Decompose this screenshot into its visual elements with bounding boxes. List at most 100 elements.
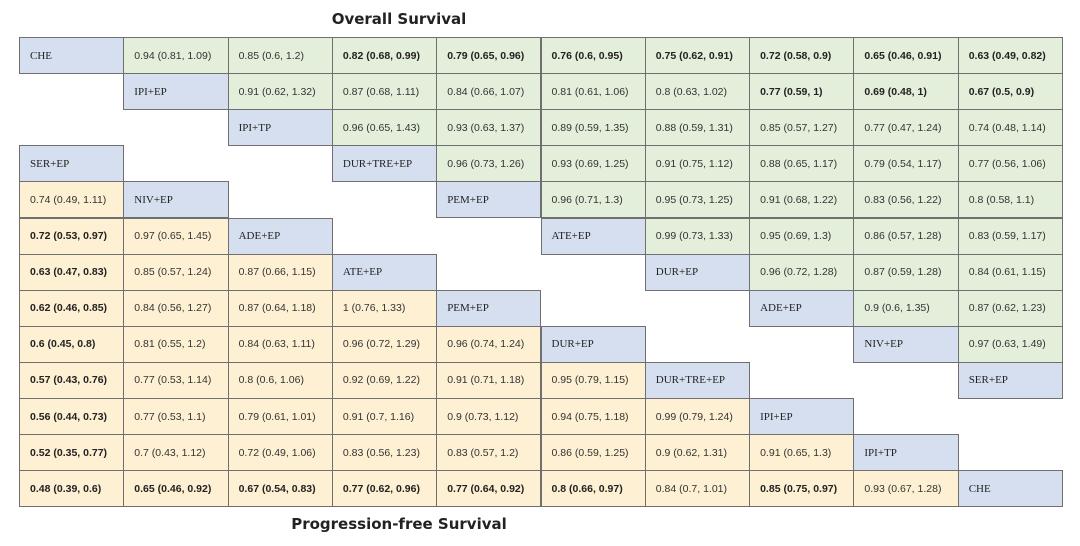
pfs-value-cell: 1 (0.76, 1.33) xyxy=(331,289,438,327)
os-diagonal-cell: IPI+EP xyxy=(123,73,229,111)
os-value-cell: 0.83 (0.56, 1.22) xyxy=(853,181,959,219)
os-value-cell: 0.76 (0.6, 0.95) xyxy=(540,37,646,75)
os-value-cell: 0.63 (0.49, 0.82) xyxy=(957,37,1063,75)
os-diagonal-cell: ADE+EP xyxy=(749,289,855,327)
os-value-cell: 0.85 (0.6, 1.2) xyxy=(227,37,333,75)
pfs-value-cell: 0.83 (0.57, 1.2) xyxy=(436,434,542,472)
pfs-value-cell: 0.63 (0.47, 0.83) xyxy=(19,253,125,291)
pfs-value-cell: 0.91 (0.7, 1.16) xyxy=(331,398,438,436)
os-value-cell: 0.77 (0.56, 1.06) xyxy=(957,145,1063,183)
pfs-value-cell: 0.48 (0.39, 0.6) xyxy=(19,470,125,508)
pfs-diagonal-cell: SER+EP xyxy=(19,145,125,183)
os-value-cell: 0.95 (0.69, 1.3) xyxy=(749,217,855,255)
pfs-value-cell: 0.74 (0.49, 1.11) xyxy=(19,181,125,219)
pfs-value-cell: 0.52 (0.35, 0.77) xyxy=(19,434,125,472)
os-value-cell: 0.81 (0.61, 1.06) xyxy=(540,73,646,111)
os-value-cell: 0.87 (0.68, 1.11) xyxy=(331,73,438,111)
os-value-cell: 0.96 (0.73, 1.26) xyxy=(436,145,542,183)
os-diagonal-cell: DUR+TRE+EP xyxy=(331,145,438,183)
os-diagonal-cell: CHE xyxy=(19,37,125,75)
os-value-cell: 0.79 (0.54, 1.17) xyxy=(853,145,959,183)
os-value-cell: 0.93 (0.63, 1.37) xyxy=(436,109,542,147)
pfs-value-cell: 0.93 (0.67, 1.28) xyxy=(853,470,959,508)
pfs-diagonal-cell: PEM+EP xyxy=(436,289,542,327)
os-value-cell: 0.91 (0.62, 1.32) xyxy=(227,73,333,111)
pfs-value-cell: 0.57 (0.43, 0.76) xyxy=(19,361,125,399)
progression-free-survival-title: Progression-free Survival xyxy=(291,515,507,533)
os-diagonal-cell: IPI+TP xyxy=(227,109,333,147)
pfs-value-cell: 0.8 (0.66, 0.97) xyxy=(540,470,646,508)
os-value-cell: 0.65 (0.46, 0.91) xyxy=(853,37,959,75)
pfs-value-cell: 0.9 (0.62, 1.31) xyxy=(644,434,751,472)
pfs-value-cell: 0.85 (0.57, 1.24) xyxy=(123,253,229,291)
os-diagonal-cell: SER+EP xyxy=(957,361,1063,399)
os-value-cell: 0.8 (0.63, 1.02) xyxy=(644,73,751,111)
os-value-cell: 0.84 (0.66, 1.07) xyxy=(436,73,542,111)
os-value-cell: 0.88 (0.59, 1.31) xyxy=(644,109,751,147)
pfs-value-cell: 0.77 (0.62, 0.96) xyxy=(331,470,438,508)
os-value-cell: 0.96 (0.65, 1.43) xyxy=(331,109,438,147)
os-value-cell: 0.8 (0.58, 1.1) xyxy=(957,181,1063,219)
os-value-cell: 0.86 (0.57, 1.28) xyxy=(853,217,959,255)
os-value-cell: 0.77 (0.59, 1) xyxy=(749,73,855,111)
pfs-diagonal-cell: IPI+EP xyxy=(749,398,855,436)
overall-survival-title: Overall Survival xyxy=(331,10,467,28)
pfs-value-cell: 0.87 (0.66, 1.15) xyxy=(227,253,333,291)
os-value-cell: 0.96 (0.72, 1.28) xyxy=(749,253,855,291)
os-value-cell: 0.72 (0.58, 0.9) xyxy=(749,37,855,75)
os-value-cell: 0.75 (0.62, 0.91) xyxy=(644,37,751,75)
os-value-cell: 0.77 (0.47, 1.24) xyxy=(853,109,959,147)
pfs-diagonal-cell: ADE+EP xyxy=(227,217,333,255)
pfs-value-cell: 0.86 (0.59, 1.25) xyxy=(540,434,646,472)
pfs-value-cell: 0.84 (0.7, 1.01) xyxy=(644,470,751,508)
os-value-cell: 0.99 (0.73, 1.33) xyxy=(644,217,751,255)
pfs-diagonal-cell: IPI+TP xyxy=(853,434,959,472)
pfs-value-cell: 0.77 (0.53, 1.14) xyxy=(123,361,229,399)
os-diagonal-cell: DUR+EP xyxy=(644,253,751,291)
os-value-cell: 0.74 (0.48, 1.14) xyxy=(957,109,1063,147)
pfs-value-cell: 0.95 (0.79, 1.15) xyxy=(540,361,646,399)
os-value-cell: 0.69 (0.48, 1) xyxy=(853,73,959,111)
os-diagonal-cell: PEM+EP xyxy=(436,181,542,219)
pfs-value-cell: 0.56 (0.44, 0.73) xyxy=(19,398,125,436)
pfs-value-cell: 0.6 (0.45, 0.8) xyxy=(19,325,125,363)
os-value-cell: 0.85 (0.57, 1.27) xyxy=(749,109,855,147)
pfs-diagonal-cell: CHE xyxy=(957,470,1063,508)
pfs-value-cell: 0.67 (0.54, 0.83) xyxy=(227,470,333,508)
os-value-cell: 0.95 (0.73, 1.25) xyxy=(644,181,751,219)
pfs-value-cell: 0.72 (0.53, 0.97) xyxy=(19,217,125,255)
pfs-value-cell: 0.77 (0.53, 1.1) xyxy=(123,398,229,436)
pfs-value-cell: 0.99 (0.79, 1.24) xyxy=(644,398,751,436)
pfs-value-cell: 0.91 (0.65, 1.3) xyxy=(749,434,855,472)
os-value-cell: 0.82 (0.68, 0.99) xyxy=(331,37,438,75)
pfs-diagonal-cell: DUR+TRE+EP xyxy=(644,361,751,399)
pfs-value-cell: 0.91 (0.71, 1.18) xyxy=(436,361,542,399)
pfs-value-cell: 0.65 (0.46, 0.92) xyxy=(123,470,229,508)
os-value-cell: 0.91 (0.68, 1.22) xyxy=(749,181,855,219)
os-value-cell: 0.83 (0.59, 1.17) xyxy=(957,217,1063,255)
pfs-diagonal-cell: NIV+EP xyxy=(123,181,229,219)
os-value-cell: 0.79 (0.65, 0.96) xyxy=(436,37,542,75)
os-value-cell: 0.9 (0.6, 1.35) xyxy=(853,289,959,327)
os-value-cell: 0.88 (0.65, 1.17) xyxy=(749,145,855,183)
os-value-cell: 0.97 (0.63, 1.49) xyxy=(957,325,1063,363)
pfs-value-cell: 0.84 (0.56, 1.27) xyxy=(123,289,229,327)
pfs-value-cell: 0.9 (0.73, 1.12) xyxy=(436,398,542,436)
pfs-value-cell: 0.77 (0.64, 0.92) xyxy=(436,470,542,508)
pfs-value-cell: 0.62 (0.46, 0.85) xyxy=(19,289,125,327)
os-value-cell: 0.96 (0.71, 1.3) xyxy=(540,181,646,219)
os-value-cell: 0.89 (0.59, 1.35) xyxy=(540,109,646,147)
pfs-value-cell: 0.87 (0.64, 1.18) xyxy=(227,289,333,327)
pfs-diagonal-cell: ATE+EP xyxy=(331,253,438,291)
pfs-value-cell: 0.83 (0.56, 1.23) xyxy=(331,434,438,472)
pfs-value-cell: 0.7 (0.43, 1.12) xyxy=(123,434,229,472)
os-diagonal-cell: ATE+EP xyxy=(540,217,646,255)
pfs-value-cell: 0.96 (0.74, 1.24) xyxy=(436,325,542,363)
os-value-cell: 0.84 (0.61, 1.15) xyxy=(957,253,1063,291)
pfs-value-cell: 0.84 (0.63, 1.11) xyxy=(227,325,333,363)
pfs-value-cell: 0.96 (0.72, 1.29) xyxy=(331,325,438,363)
pfs-diagonal-cell: DUR+EP xyxy=(540,325,646,363)
os-value-cell: 0.87 (0.59, 1.28) xyxy=(853,253,959,291)
os-value-cell: 0.91 (0.75, 1.12) xyxy=(644,145,751,183)
os-value-cell: 0.93 (0.69, 1.25) xyxy=(540,145,646,183)
